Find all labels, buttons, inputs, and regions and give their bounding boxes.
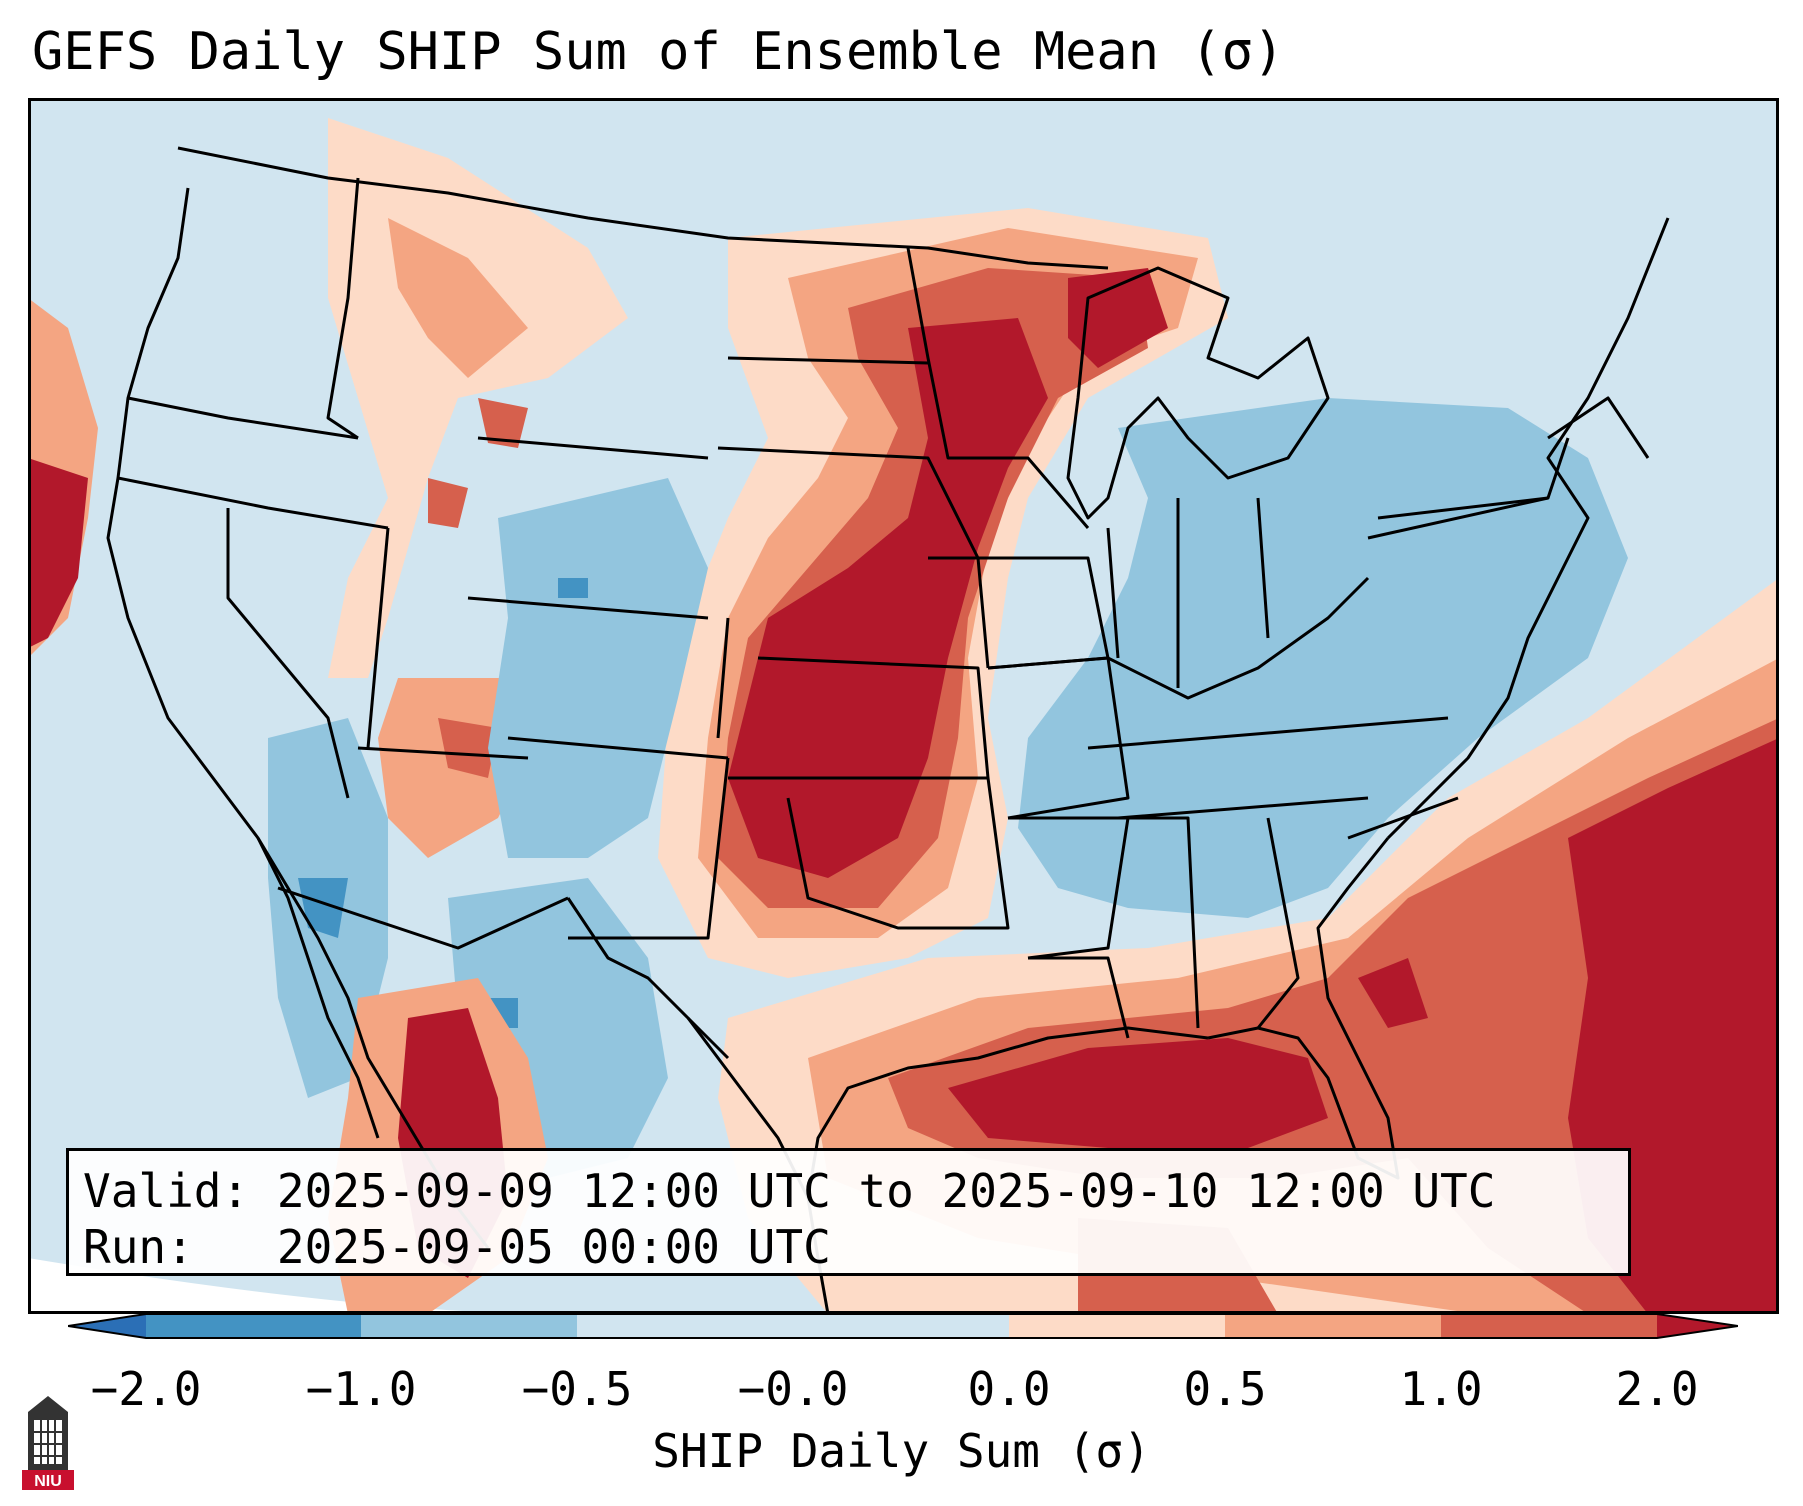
- logo-text: NIU: [34, 1473, 62, 1490]
- state-line-id-mt: [326, 177, 360, 440]
- state-line-co-ks: [716, 617, 730, 739]
- colorbar-tick-label: 0.0: [967, 1362, 1051, 1416]
- state-line-co-nm: [507, 736, 729, 760]
- state-line-ms-al: [1128, 816, 1200, 1029]
- colorbar-bin-7: [1441, 1314, 1657, 1338]
- state-line-wy-co: [467, 596, 709, 620]
- canada-border: [177, 146, 1109, 270]
- map-frame: [28, 98, 1779, 1314]
- colorbar: [68, 1313, 1738, 1339]
- run-label: Run:: [83, 1220, 194, 1274]
- eastern-negative-anomaly: [1018, 398, 1628, 918]
- colorbar-label: SHIP Daily Sum (σ): [652, 1424, 1151, 1478]
- colorbar-tick-label: −1.0: [305, 1362, 417, 1416]
- state-line-ga: [1256, 817, 1300, 1029]
- state-line-ut-az: [357, 746, 529, 760]
- colorbar-bin-5: [1009, 1314, 1225, 1338]
- run-value: 2025-09-05 00:00 UTC: [276, 1220, 831, 1274]
- northwest-anomaly: [328, 118, 628, 858]
- projection-corner-left: [28, 1258, 528, 1314]
- colorbar-tick-label: 2.0: [1615, 1362, 1699, 1416]
- west-coastline: [106, 187, 490, 1249]
- pacific-anomaly: [28, 298, 98, 658]
- state-line-nd-sd: [727, 356, 929, 365]
- niu-logo: NIU: [22, 1396, 74, 1490]
- colorbar-extend-low: [68, 1314, 146, 1338]
- state-line-mn: [906, 247, 1090, 529]
- colorbar-bin-1: [146, 1314, 361, 1338]
- state-line-tn-al: [1117, 796, 1369, 820]
- plains-anomaly: [658, 208, 1228, 978]
- colorbar-tick-label: −0.5: [521, 1362, 633, 1416]
- state-line-or-ca: [117, 476, 389, 530]
- state-line-ohio-river: [1107, 576, 1370, 700]
- state-line-tn-ky: [1087, 716, 1449, 750]
- colorbar-tick-label: 1.0: [1399, 1362, 1483, 1416]
- colorbar-bin-3: [577, 1314, 793, 1338]
- colorbar-tick-label: −2.0: [90, 1362, 202, 1416]
- northeast-coast: [1386, 217, 1670, 840]
- state-line-la: [1028, 956, 1130, 1039]
- state-line-ne-sd: [717, 446, 990, 669]
- great-lakes: [1066, 266, 1330, 520]
- state-line-pa-ny: [1377, 437, 1570, 520]
- state-line-wa-or: [127, 396, 359, 440]
- valid-row: Valid: 2025-09-09 12:00 UTC to 2025-09-1…: [83, 1163, 1614, 1219]
- info-box: Valid: 2025-09-09 12:00 UTC to 2025-09-1…: [66, 1148, 1631, 1276]
- boundaries: [106, 146, 1670, 1314]
- state-line-il-in: [1106, 498, 1180, 688]
- state-line-ca-nv: [226, 508, 350, 799]
- run-row: Run: 2025-09-05 00:00 UTC: [83, 1219, 1614, 1275]
- map-title: GEFS Daily SHIP Sum of Ensemble Mean (σ): [32, 22, 1285, 82]
- colorbar-tick-label: −0.0: [737, 1362, 849, 1416]
- baja-coastline: [256, 837, 380, 1139]
- state-line-ok: [728, 776, 1010, 930]
- state-line-mo: [987, 656, 1130, 820]
- state-line-nv-ut: [366, 527, 390, 749]
- colorbar-bin-4: [793, 1314, 1009, 1338]
- state-line-oh-pa: [1256, 496, 1549, 639]
- state-line-new-england: [1547, 396, 1650, 459]
- state-line-mt-wy: [477, 436, 709, 460]
- colorbar-tick-label: 0.5: [1183, 1362, 1267, 1416]
- valid-value: 2025-09-09 12:00 UTC to 2025-09-10 12:00…: [276, 1164, 1496, 1218]
- valid-label: Valid:: [83, 1164, 250, 1218]
- colorbar-bin-2: [361, 1314, 577, 1338]
- state-line-ar: [1008, 816, 1130, 960]
- map-panel: [28, 98, 1779, 1314]
- state-line-nm-tx: [568, 757, 730, 940]
- colorbar-bin-6: [1225, 1314, 1441, 1338]
- colorbar-extend-high: [1657, 1314, 1738, 1338]
- state-line-az-mx: [277, 886, 569, 950]
- state-line-nc-sc: [1347, 796, 1459, 840]
